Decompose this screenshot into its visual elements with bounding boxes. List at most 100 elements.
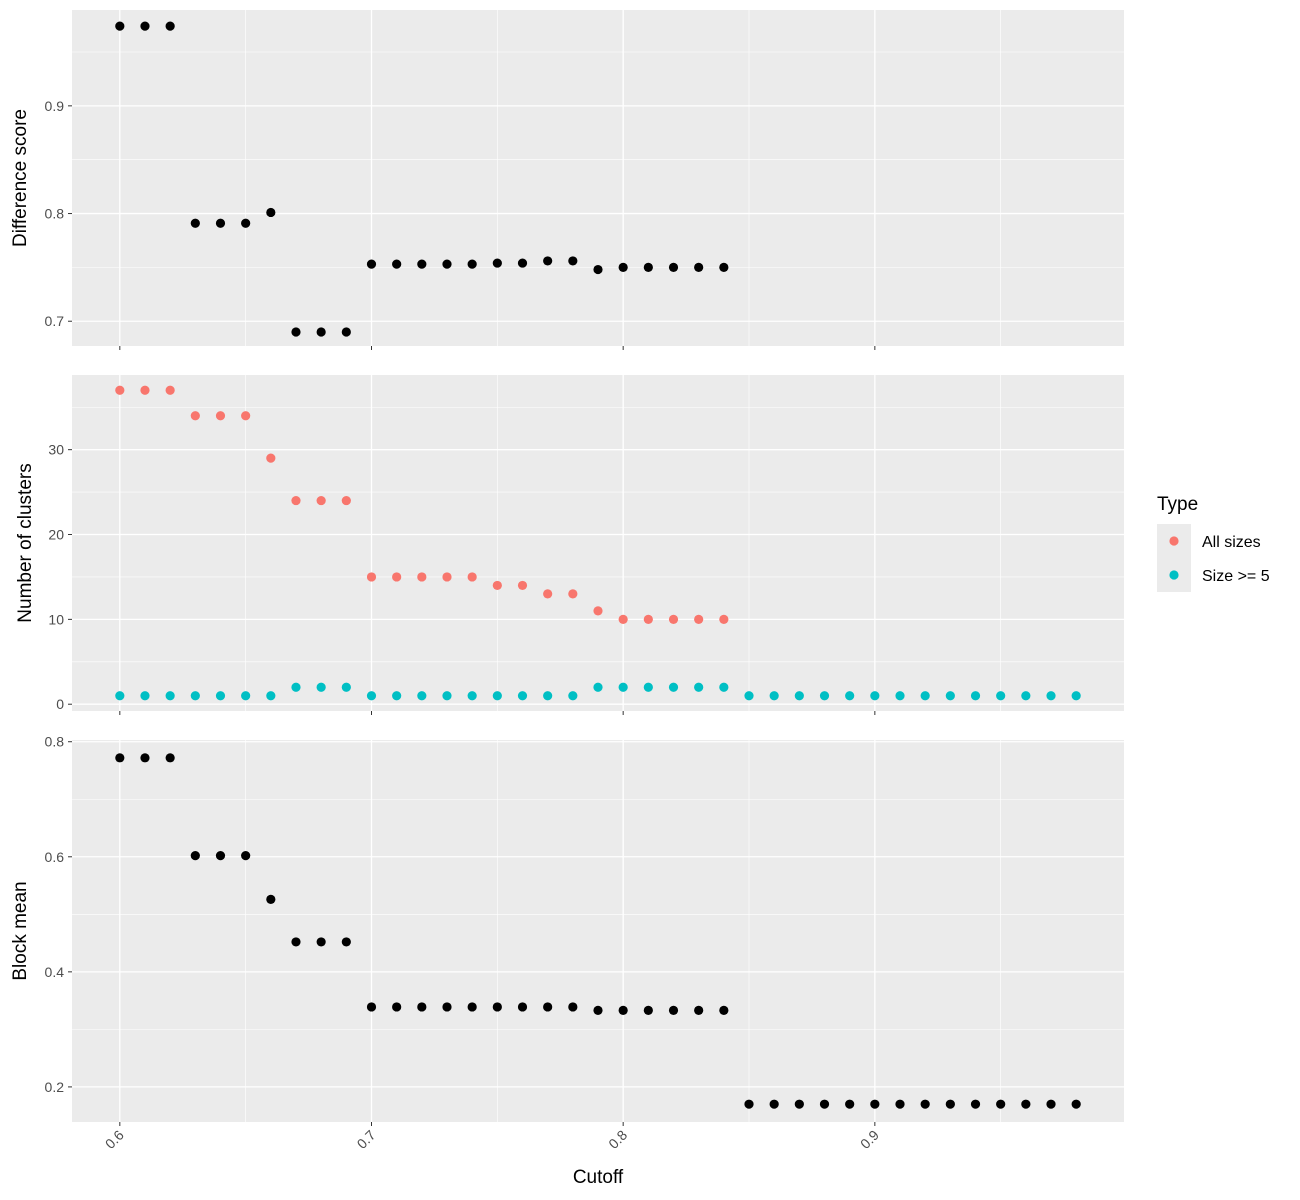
data-point	[392, 1002, 402, 1012]
data-point	[392, 259, 402, 269]
data-point	[442, 572, 452, 582]
data-point	[694, 614, 704, 624]
data-point	[366, 572, 377, 582]
data-point	[618, 614, 628, 624]
data-point	[719, 1005, 729, 1015]
data-point	[341, 327, 351, 337]
data-point	[945, 691, 955, 701]
panel-background	[72, 740, 1124, 1122]
data-point	[392, 691, 402, 701]
data-point	[165, 753, 175, 763]
data-point	[668, 1005, 679, 1015]
data-point	[316, 682, 326, 692]
data-point	[1021, 1099, 1031, 1109]
y-tick-label: 0.8	[45, 734, 65, 750]
data-point	[140, 21, 150, 31]
data-point	[492, 691, 502, 701]
data-point	[845, 1099, 855, 1109]
data-point	[316, 937, 326, 947]
data-point	[618, 682, 628, 692]
data-point	[1046, 1099, 1056, 1109]
data-point	[996, 1099, 1006, 1109]
data-point	[366, 1002, 377, 1012]
data-point	[341, 495, 351, 506]
chart-panels: 0.7 0.8 0.9 Difference score 0 10 20 30 Number o…	[10, 10, 1124, 1152]
data-point	[215, 218, 226, 228]
data-point	[442, 1002, 452, 1012]
data-point	[291, 327, 301, 337]
data-point	[643, 1005, 653, 1015]
data-point	[1071, 691, 1081, 701]
legend-dot-size-5	[1169, 570, 1179, 580]
x-tick-label: 0.8	[605, 1127, 630, 1152]
data-point	[517, 580, 528, 591]
data-point	[190, 218, 200, 228]
data-point	[316, 495, 326, 506]
legend: Type All sizes Size >= 5	[1157, 494, 1270, 592]
data-point	[593, 682, 603, 692]
panel-middle: 0 10 20 30 Number of clusters	[15, 375, 1124, 715]
legend-title: Type	[1157, 494, 1198, 515]
legend-label-all-sizes: All sizes	[1202, 534, 1261, 551]
data-point	[1046, 691, 1056, 701]
data-point	[417, 259, 427, 269]
data-point	[1071, 1099, 1081, 1109]
data-point	[140, 753, 150, 763]
data-point	[568, 691, 578, 701]
data-point	[115, 753, 125, 763]
data-point	[517, 258, 528, 268]
data-point	[668, 682, 679, 692]
data-point	[316, 327, 326, 337]
y-axis-title: Block mean	[10, 881, 31, 980]
data-point	[593, 1005, 603, 1015]
data-point	[115, 385, 125, 395]
data-point	[165, 691, 175, 701]
data-point	[266, 207, 276, 218]
data-point	[492, 580, 502, 591]
data-point	[165, 385, 175, 395]
data-point	[744, 691, 754, 701]
data-point	[694, 1005, 704, 1015]
data-point	[794, 1099, 804, 1109]
data-point	[366, 691, 377, 701]
data-point	[241, 851, 251, 861]
data-point	[241, 411, 251, 421]
data-point	[719, 682, 729, 692]
x-tick-label: 0.7	[354, 1127, 379, 1152]
data-point	[467, 572, 477, 582]
data-point	[593, 606, 603, 616]
data-point	[291, 937, 301, 947]
data-point	[241, 691, 251, 701]
legend-label-size-5: Size >= 5	[1202, 568, 1270, 585]
data-point	[694, 262, 704, 272]
data-point	[719, 614, 729, 624]
data-point	[568, 589, 578, 599]
data-point	[593, 264, 603, 275]
data-point	[417, 572, 427, 582]
data-point	[895, 1099, 905, 1109]
data-point	[115, 691, 125, 701]
x-tick-label: 0.9	[857, 1127, 882, 1152]
x-tick-label: 0.6	[102, 1127, 127, 1152]
data-point	[467, 1002, 477, 1012]
data-point	[895, 691, 905, 701]
data-point	[568, 1002, 578, 1012]
y-axis-title: Number of clusters	[15, 463, 36, 622]
data-point	[744, 1099, 754, 1109]
y-tick-label: 10	[48, 611, 64, 627]
data-point	[920, 1099, 930, 1109]
data-point	[215, 411, 226, 421]
data-point	[115, 21, 125, 31]
data-point	[467, 259, 477, 269]
data-point	[190, 691, 200, 701]
data-point	[870, 1099, 880, 1109]
panel-background	[72, 10, 1124, 346]
series-size-5	[115, 682, 1081, 701]
data-point	[870, 691, 880, 701]
series-difference-score	[115, 21, 729, 337]
data-point	[442, 259, 452, 269]
data-point	[517, 1002, 528, 1012]
data-point	[165, 21, 175, 31]
y-tick-label: 0.4	[45, 964, 65, 980]
data-point	[241, 218, 251, 228]
